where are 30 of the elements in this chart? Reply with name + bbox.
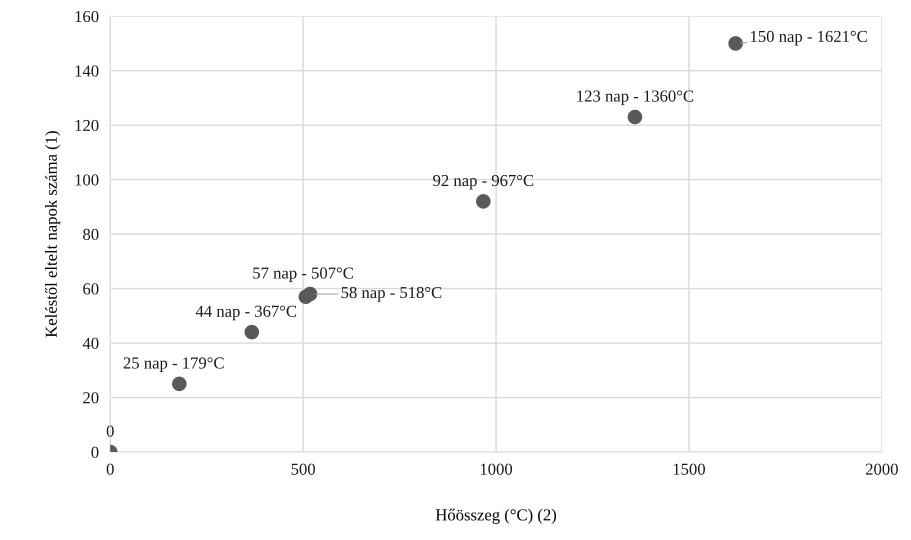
point [172,376,187,392]
y-tick-label: 20 [83,392,98,404]
data-label: 57 nap - 507°C [253,267,353,282]
x-axis-title: Hőösszeg (°C) (2) [436,508,556,524]
y-tick-label: 0 [91,446,98,458]
x-tick-label: 1500 [674,464,705,475]
x-tick-label: 2000 [866,464,898,475]
data-label: 150 nap - 1621°C [750,30,867,46]
point [302,286,318,302]
y-tick-label: 120 [76,120,98,132]
point [244,324,260,340]
data-label: 92 nap - 967°C [433,174,534,190]
y-tick-label: 100 [76,174,98,186]
point [476,194,491,209]
y-tick-label: 40 [82,338,98,349]
data-label: 123 nap - 1360°C [577,90,694,106]
x-tick-label: 0 [106,464,114,475]
data-label: 25 nap - 179°C [124,357,224,372]
data-label: 0 [106,425,114,437]
y-tick-label: 140 [76,65,98,77]
x-tick-label: 1000 [480,464,512,475]
y-tick-label: 60 [83,283,98,295]
y-tick-label: 160 [76,10,98,22]
data-label: 44 nap - 367°C [196,306,296,320]
x-tick-label: 500 [292,464,315,475]
y-axis-title: Keléstől eltelt napok száma (1) [45,131,60,338]
y-tick-label: 80 [83,228,98,240]
point [628,110,642,124]
data-label: 58 nap - 518°C [342,286,442,302]
point [728,36,743,51]
